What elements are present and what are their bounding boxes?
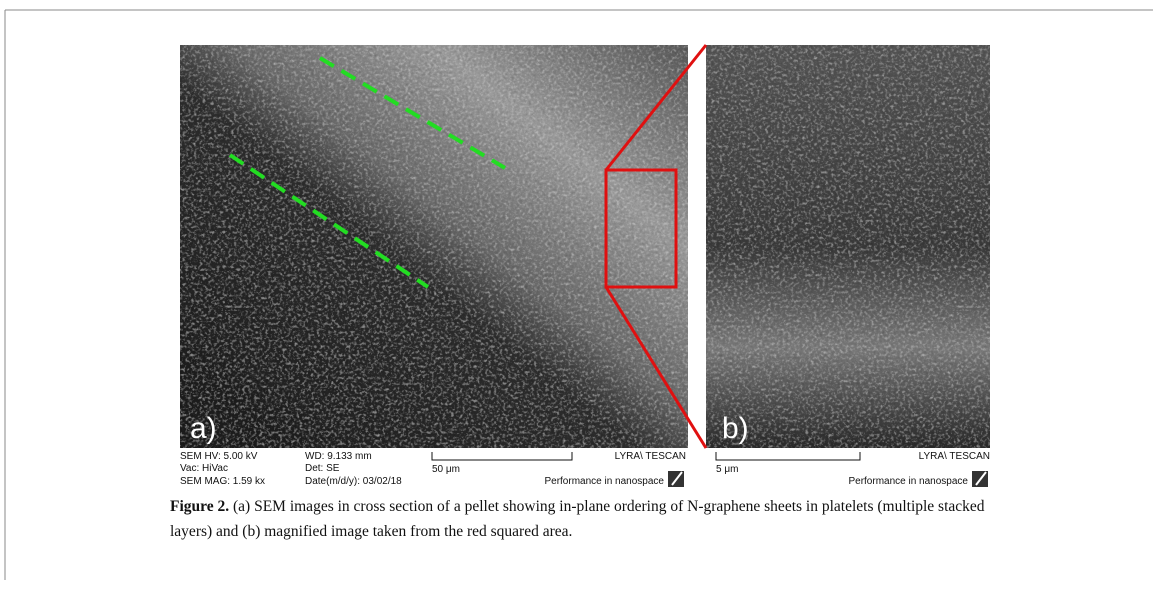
scale-bar bbox=[432, 452, 572, 460]
meta-det: Det: SE bbox=[305, 463, 340, 474]
meta-date: Date(m/d/y): 03/02/18 bbox=[305, 476, 402, 487]
panel-label: a) bbox=[190, 412, 217, 445]
panel-label: b) bbox=[722, 412, 749, 445]
sem-image-b bbox=[706, 45, 990, 448]
scale-label: 50 μm bbox=[432, 464, 460, 475]
caption-text: (a) SEM images in cross section of a pel… bbox=[170, 498, 985, 540]
meta-vac: Vac: HiVac bbox=[180, 463, 228, 474]
meta-hv: SEM HV: 5.00 kV bbox=[180, 451, 258, 462]
scale-bar bbox=[716, 452, 860, 460]
caption: Figure 2. (a) SEM images in cross sectio… bbox=[170, 494, 990, 544]
caption-label: Figure 2. bbox=[170, 498, 229, 515]
brand: LYRA\ TESCAN bbox=[919, 451, 990, 462]
sem-image-a bbox=[180, 45, 688, 448]
brand: LYRA\ TESCAN bbox=[615, 451, 686, 462]
meta-mag: SEM MAG: 1.59 kx bbox=[180, 476, 265, 487]
meta-wd: WD: 9.133 mm bbox=[305, 451, 372, 462]
slogan: Performance in nanospace bbox=[848, 476, 968, 487]
slogan: Performance in nanospace bbox=[544, 476, 664, 487]
scale-label: 5 μm bbox=[716, 464, 738, 475]
page: a) b) SEM HV: 5.00 kV Vac: HiVac SEM MAG… bbox=[0, 0, 1153, 591]
